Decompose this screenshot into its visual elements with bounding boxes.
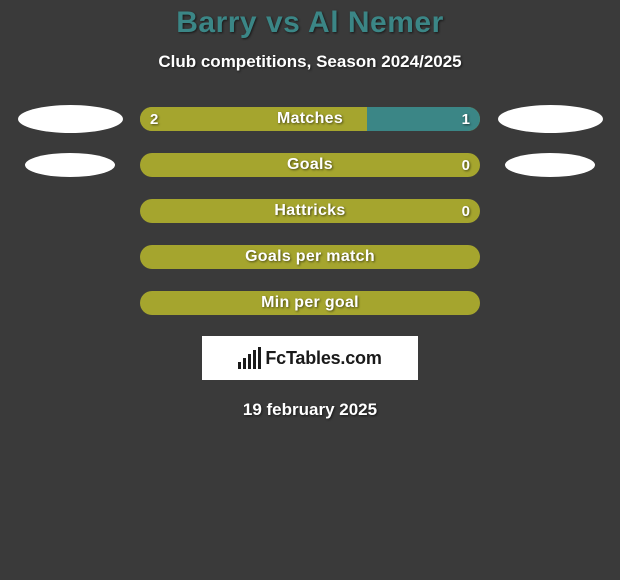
logo-box: FcTables.com [202,336,418,380]
stat-left-value: 2 [150,107,158,131]
right-indicator-cell [480,152,620,178]
subtitle: Club competitions, Season 2024/2025 [0,52,620,72]
stat-label: Goals [140,153,480,177]
right-indicator-cell [480,198,620,224]
stat-bar: Matches2 1 [140,107,480,131]
left-indicator-cell [0,152,140,178]
right-oval-icon [505,153,595,177]
stat-label: Goals per match [140,245,480,269]
stat-label: Matches [140,107,480,131]
left-indicator-cell [0,198,140,224]
left-oval-icon [18,105,123,133]
logo-bar-segment [248,354,251,369]
left-oval-icon [25,153,115,177]
comparison-infographic: Barry vs Al Nemer Club competitions, Sea… [0,0,620,580]
left-indicator-cell [0,244,140,270]
right-indicator-cell [480,106,620,132]
left-indicator-cell [0,106,140,132]
stat-rows: Matches21Goals0Hattricks0Goals per match… [0,106,620,316]
logo-bar-segment [238,362,241,369]
stat-bar: Goals0 [140,153,480,177]
stat-row: Min per goal [0,290,620,316]
logo-bars-icon [238,347,261,369]
logo-bar-segment [243,358,246,369]
stat-row: Matches2 1 [0,106,620,132]
stat-right-value: 0 [462,153,470,177]
stat-right-value: 0 [462,199,470,223]
stat-label: Hattricks [140,199,480,223]
stat-bar: Goals per match [140,245,480,269]
stat-bar: Min per goal [140,291,480,315]
page-title: Barry vs Al Nemer [0,6,620,40]
logo-bar-segment [258,347,261,369]
right-oval-icon [498,105,603,133]
date-text: 19 february 2025 [0,400,620,420]
stat-row: Hattricks0 [0,198,620,224]
stat-row: Goals0 [0,152,620,178]
right-indicator-cell [480,244,620,270]
stat-row: Goals per match [0,244,620,270]
logo-text: FcTables.com [265,348,381,369]
stat-bar: Hattricks0 [140,199,480,223]
logo: FcTables.com [238,347,381,369]
right-indicator-cell [480,290,620,316]
stat-label: Min per goal [140,291,480,315]
left-indicator-cell [0,290,140,316]
stat-right-value: 1 [462,107,470,131]
logo-bar-segment [253,350,256,369]
